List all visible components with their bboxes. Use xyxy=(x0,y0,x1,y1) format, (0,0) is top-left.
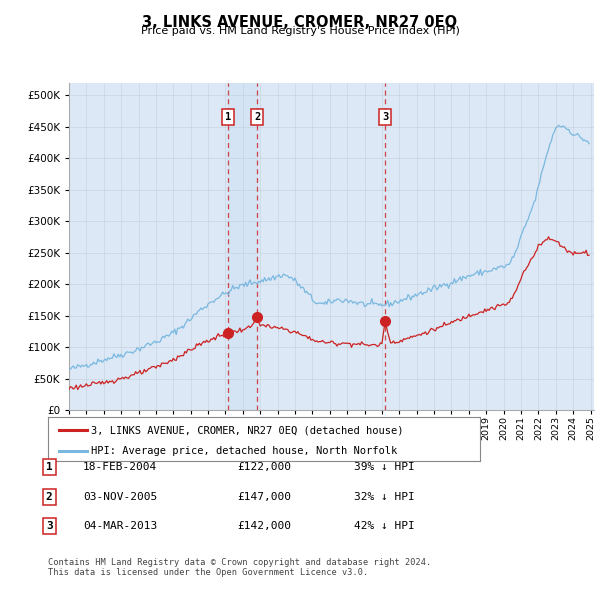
Text: 03-NOV-2005: 03-NOV-2005 xyxy=(83,492,157,502)
Text: Contains HM Land Registry data © Crown copyright and database right 2024.
This d: Contains HM Land Registry data © Crown c… xyxy=(48,558,431,577)
Text: 39% ↓ HPI: 39% ↓ HPI xyxy=(354,463,415,472)
Text: 1: 1 xyxy=(224,112,231,122)
Text: £122,000: £122,000 xyxy=(237,463,291,472)
Text: 42% ↓ HPI: 42% ↓ HPI xyxy=(354,522,415,531)
Text: Price paid vs. HM Land Registry's House Price Index (HPI): Price paid vs. HM Land Registry's House … xyxy=(140,26,460,36)
Text: 3: 3 xyxy=(46,522,53,531)
Text: £147,000: £147,000 xyxy=(237,492,291,502)
Text: HPI: Average price, detached house, North Norfolk: HPI: Average price, detached house, Nort… xyxy=(91,446,397,455)
Text: 3, LINKS AVENUE, CROMER, NR27 0EQ: 3, LINKS AVENUE, CROMER, NR27 0EQ xyxy=(142,15,458,30)
Text: 32% ↓ HPI: 32% ↓ HPI xyxy=(354,492,415,502)
Text: 2: 2 xyxy=(46,492,53,502)
Text: £142,000: £142,000 xyxy=(237,522,291,531)
Bar xyxy=(228,83,257,410)
Text: 2: 2 xyxy=(254,112,260,122)
Text: 04-MAR-2013: 04-MAR-2013 xyxy=(83,522,157,531)
Text: 3: 3 xyxy=(382,112,388,122)
Text: 1: 1 xyxy=(46,463,53,472)
Text: 3, LINKS AVENUE, CROMER, NR27 0EQ (detached house): 3, LINKS AVENUE, CROMER, NR27 0EQ (detac… xyxy=(91,425,404,435)
Text: 18-FEB-2004: 18-FEB-2004 xyxy=(83,463,157,472)
